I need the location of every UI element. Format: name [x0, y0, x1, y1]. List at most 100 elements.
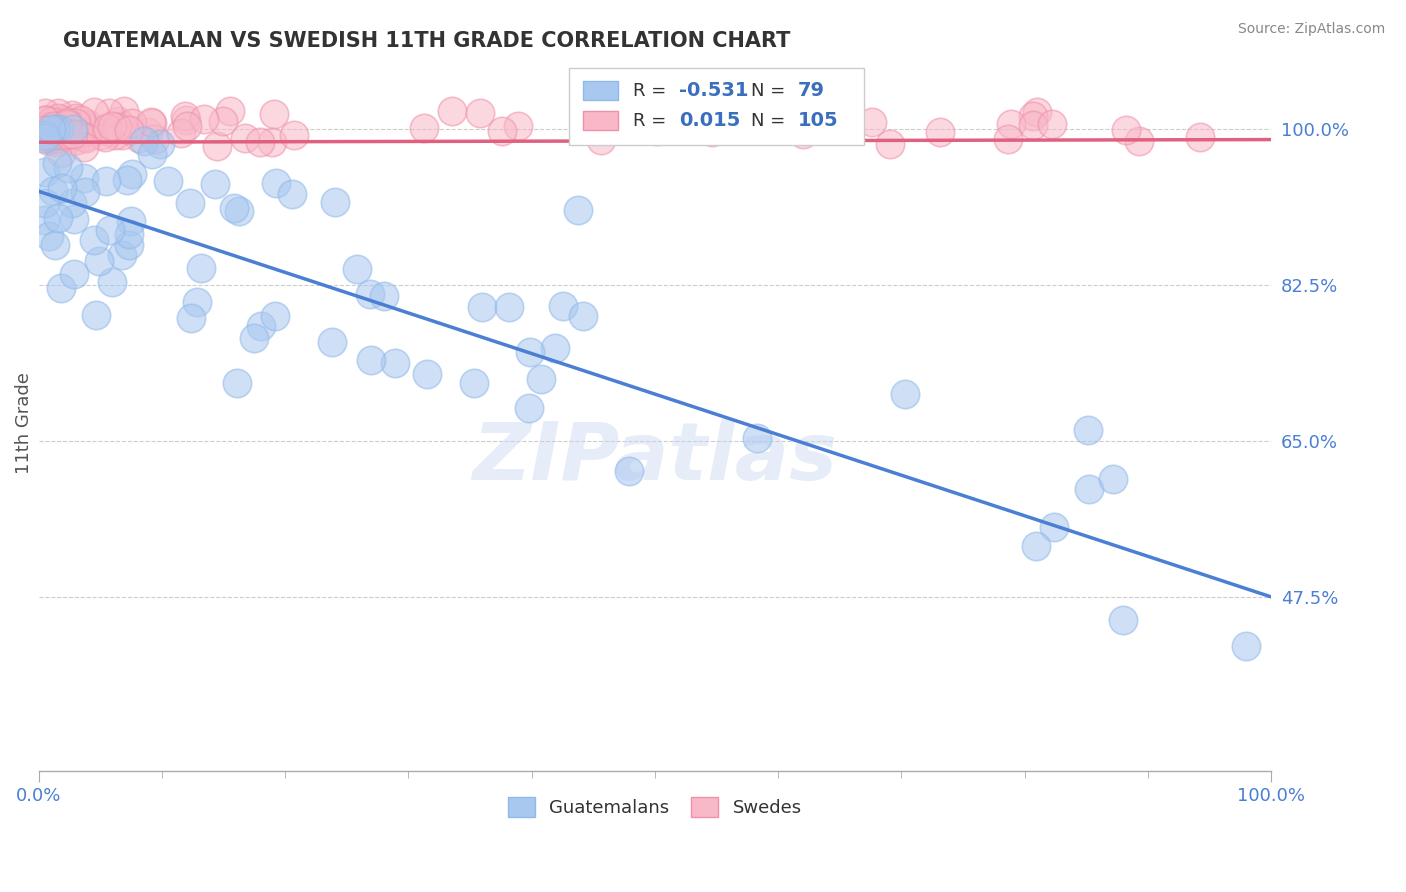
Point — [111, 120, 134, 134]
Point — [56, 161, 79, 175]
Point — [519, 345, 541, 359]
Point — [41, 116, 63, 130]
Point — [141, 116, 163, 130]
Text: R =: R = — [633, 82, 672, 100]
Point — [143, 131, 166, 145]
Point — [34, 127, 56, 141]
Point — [572, 309, 595, 323]
Point — [222, 201, 245, 215]
Text: 0.015: 0.015 — [679, 112, 741, 130]
Point — [879, 136, 901, 151]
Point — [80, 122, 103, 136]
Point — [34, 128, 56, 143]
Point — [1112, 613, 1135, 627]
Point — [700, 125, 723, 139]
Point — [69, 128, 91, 142]
Point — [997, 131, 1019, 145]
Point — [98, 125, 121, 139]
Text: R =: R = — [633, 112, 672, 129]
Text: 105: 105 — [797, 112, 838, 130]
Point — [139, 115, 162, 129]
Point — [118, 227, 141, 241]
Point — [60, 107, 83, 121]
Point — [325, 195, 347, 210]
Point — [517, 401, 540, 415]
Point — [792, 127, 814, 141]
Point — [617, 464, 640, 478]
Point — [70, 113, 93, 128]
Point — [118, 123, 141, 137]
Point — [567, 203, 589, 218]
Point — [321, 334, 343, 349]
Point — [440, 103, 463, 118]
Point — [84, 308, 107, 322]
Point — [67, 127, 90, 141]
Point — [491, 124, 513, 138]
Point — [416, 368, 439, 382]
Text: 79: 79 — [797, 81, 825, 100]
Point — [42, 119, 65, 133]
Y-axis label: 11th Grade: 11th Grade — [15, 372, 32, 474]
Point — [204, 177, 226, 191]
Point — [34, 120, 56, 135]
Point — [281, 186, 304, 201]
Point — [34, 112, 56, 127]
Point — [179, 195, 201, 210]
Point — [75, 131, 97, 145]
Point — [262, 135, 284, 149]
Point — [233, 130, 256, 145]
Point — [346, 262, 368, 277]
Point — [55, 125, 77, 139]
Point — [56, 128, 79, 142]
Point — [1025, 539, 1047, 553]
Point — [111, 248, 134, 262]
Point — [463, 376, 485, 390]
Point — [73, 140, 96, 154]
Point — [645, 123, 668, 137]
Point — [121, 115, 143, 129]
Point — [65, 116, 87, 130]
Point — [1188, 130, 1211, 145]
Text: N =: N = — [751, 112, 792, 129]
Point — [1000, 117, 1022, 131]
Point — [55, 128, 77, 142]
Point — [34, 106, 56, 120]
Point — [34, 165, 56, 179]
Point — [94, 173, 117, 187]
Point — [42, 185, 65, 199]
Text: -0.531: -0.531 — [679, 81, 749, 100]
Point — [120, 214, 142, 228]
Point — [384, 356, 406, 370]
Point — [48, 130, 70, 145]
Point — [105, 120, 128, 135]
Point — [83, 105, 105, 120]
Point — [359, 286, 381, 301]
Point — [468, 105, 491, 120]
Point — [51, 146, 73, 161]
Point — [544, 341, 567, 355]
Point — [498, 300, 520, 314]
Point — [117, 238, 139, 252]
Point — [180, 310, 202, 325]
Point — [62, 127, 84, 141]
Point — [193, 112, 215, 126]
Point — [508, 120, 530, 134]
Point — [613, 116, 636, 130]
Point — [46, 155, 69, 169]
Point — [173, 109, 195, 123]
Point — [46, 211, 69, 225]
Point — [186, 295, 208, 310]
Point — [1026, 104, 1049, 119]
Point — [44, 135, 66, 149]
Point — [1115, 123, 1137, 137]
Point — [37, 133, 59, 147]
Point — [112, 103, 135, 118]
Point — [73, 186, 96, 200]
Point — [34, 123, 56, 137]
Point — [264, 309, 287, 323]
Text: Source: ZipAtlas.com: Source: ZipAtlas.com — [1237, 22, 1385, 37]
Point — [34, 128, 56, 142]
Point — [190, 260, 212, 275]
Point — [263, 107, 285, 121]
Point — [176, 119, 198, 133]
